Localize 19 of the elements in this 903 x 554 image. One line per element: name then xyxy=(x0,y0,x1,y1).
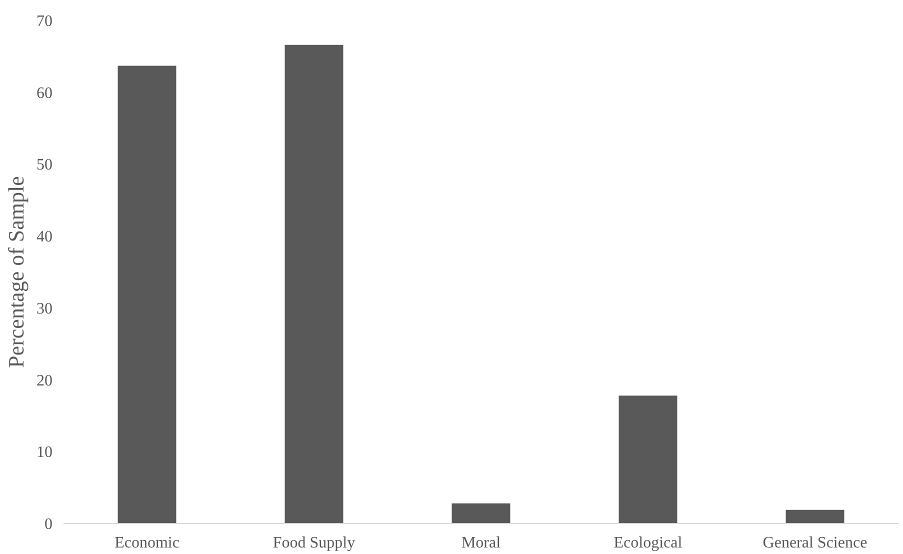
bar xyxy=(786,510,844,524)
y-tick-label: 0 xyxy=(44,516,52,533)
y-tick-label: 10 xyxy=(36,444,52,462)
bar xyxy=(618,396,678,524)
y-tick-label: 70 xyxy=(36,13,52,30)
y-tick-label: 20 xyxy=(36,372,52,390)
y-tick-label: 40 xyxy=(36,228,52,246)
y-tick-label: 60 xyxy=(36,84,52,102)
y-tick-label: 30 xyxy=(36,300,52,318)
x-tick-label: Food Supply xyxy=(272,534,356,552)
y-tick-label: 50 xyxy=(36,156,52,174)
bar xyxy=(284,44,344,524)
y-axis-title: Percentage of Sample xyxy=(4,176,28,368)
x-tick-label: Ecological xyxy=(614,534,683,552)
bar xyxy=(452,503,510,524)
x-tick-label: Economic xyxy=(114,534,180,552)
x-tick-label: General Science xyxy=(762,534,868,552)
x-tick-label: Moral xyxy=(461,534,502,552)
bar xyxy=(118,66,176,524)
